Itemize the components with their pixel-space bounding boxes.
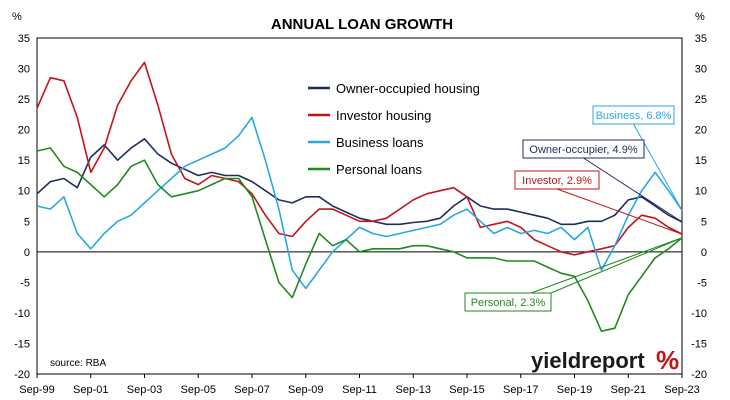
callout-leader bbox=[583, 157, 683, 223]
y-tick-label-left: 25 bbox=[18, 94, 30, 106]
callout-box bbox=[592, 105, 675, 125]
y-tick-label-right: 25 bbox=[695, 94, 707, 106]
y-tick-label-right: -5 bbox=[697, 277, 707, 289]
series-line-investor-housing bbox=[36, 61, 683, 256]
y-tick-label-right: 30 bbox=[695, 64, 707, 76]
y-tick-label-right: -15 bbox=[691, 338, 707, 350]
source-note: source: RBA bbox=[50, 358, 106, 369]
x-tick-label: Sep-09 bbox=[288, 384, 323, 396]
brand-symbol: % bbox=[656, 345, 679, 375]
callout-label: Investor, 2.9% bbox=[522, 175, 592, 187]
callout-label: Owner-occupier, 4.9% bbox=[529, 144, 637, 156]
y-tick-label-left: -5 bbox=[20, 277, 30, 289]
legend-label: Investor housing bbox=[336, 108, 431, 123]
x-tick-label: Sep-23 bbox=[664, 384, 699, 396]
y-tick-label-right: -20 bbox=[691, 369, 707, 381]
brand-logo: yieldreport % bbox=[531, 345, 679, 375]
y-tick-label-right: 20 bbox=[695, 125, 707, 137]
y-tick-label-left: 30 bbox=[18, 64, 30, 76]
y-tick-label-left: 10 bbox=[18, 186, 30, 198]
series-line-personal-loans bbox=[36, 147, 683, 332]
legend-label: Business loans bbox=[336, 135, 424, 150]
y-axis-left: 35 30 25 20 15 10 5 0 -5 -10 -15 -20 bbox=[14, 33, 30, 381]
x-tick-label: Sep-15 bbox=[449, 384, 484, 396]
x-tick-label: Sep-13 bbox=[396, 384, 431, 396]
callout-label: Personal, 2.3% bbox=[471, 297, 546, 309]
x-tick-label: Sep-17 bbox=[503, 384, 538, 396]
callout-leader bbox=[633, 123, 683, 211]
y-axis-right: 35 30 25 20 15 10 5 0 -5 -10 -15 -20 bbox=[691, 33, 707, 381]
y-tick-label-left: 5 bbox=[24, 216, 30, 228]
brand-name: yieldreport bbox=[531, 348, 645, 373]
x-tick-label: Sep-07 bbox=[234, 384, 269, 396]
y-tick-label-left: 35 bbox=[18, 33, 30, 45]
y-tick-label-right: 0 bbox=[701, 247, 707, 259]
callout-leader bbox=[556, 188, 683, 235]
y-tick-label-left: -10 bbox=[14, 308, 30, 320]
y-tick-label-right: 10 bbox=[695, 186, 707, 198]
x-tick-label: Sep-99 bbox=[19, 384, 54, 396]
callout-leader bbox=[530, 237, 683, 294]
y-unit-right: % bbox=[695, 11, 705, 23]
chart-title: ANNUAL LOAN GROWTH bbox=[271, 16, 453, 33]
y-tick-label-right: -10 bbox=[691, 308, 707, 320]
series-layer bbox=[36, 61, 683, 332]
callout-box bbox=[514, 170, 600, 190]
x-tick-label: Sep-21 bbox=[611, 384, 646, 396]
y-tick-label-left: 20 bbox=[18, 125, 30, 137]
y-tick-label-right: 5 bbox=[701, 216, 707, 228]
callout-box bbox=[522, 139, 645, 159]
callouts: Business, 6.8% Owner-occupier, 4.9% Invest… bbox=[464, 105, 683, 312]
x-axis: Sep-99 Sep-01 Sep-03 Sep-05 Sep-07 Sep-09 Sep-… bbox=[19, 374, 700, 396]
legend-label: Personal loans bbox=[336, 162, 422, 177]
series-line-business-loans bbox=[36, 116, 683, 290]
callout-leader bbox=[550, 237, 683, 294]
legend-label: Owner-occupied housing bbox=[336, 81, 480, 96]
x-tick-label: Sep-05 bbox=[181, 384, 216, 396]
y-tick-label-left: -20 bbox=[14, 369, 30, 381]
legend: Owner-occupied housing Investor housing Bu… bbox=[308, 81, 480, 177]
x-tick-label: Sep-01 bbox=[73, 384, 108, 396]
x-tick-label: Sep-03 bbox=[127, 384, 162, 396]
y-tick-label-right: 15 bbox=[695, 155, 707, 167]
callout-label: Business, 6.8% bbox=[596, 110, 672, 122]
y-tick-label-left: 0 bbox=[24, 247, 30, 259]
y-tick-label-left: 15 bbox=[18, 155, 30, 167]
x-tick-label: Sep-19 bbox=[557, 384, 592, 396]
y-tick-label-left: -15 bbox=[14, 338, 30, 350]
y-tick-label-right: 35 bbox=[695, 33, 707, 45]
callout-box bbox=[464, 292, 552, 312]
x-tick-label: Sep-11 bbox=[342, 384, 377, 396]
y-unit-left: % bbox=[12, 11, 22, 23]
series-line-owner-occupied-housing bbox=[36, 138, 683, 226]
